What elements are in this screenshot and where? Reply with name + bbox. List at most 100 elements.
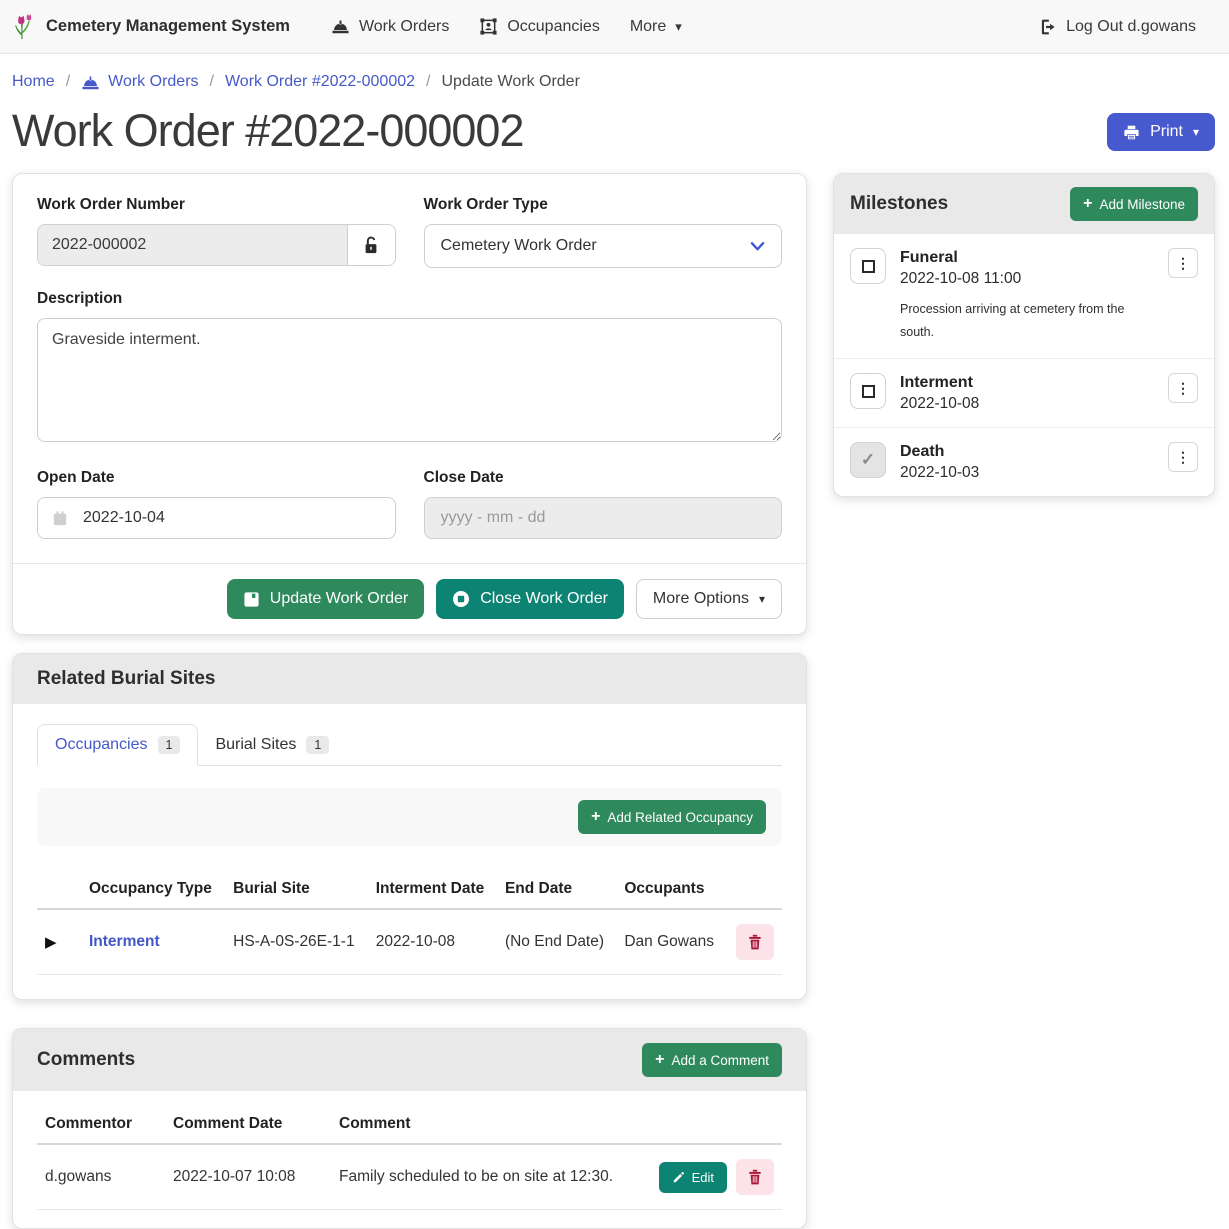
update-work-order-label: Update Work Order bbox=[269, 590, 409, 607]
kebab-icon: ⋮ bbox=[1176, 254, 1190, 271]
comments-table: Commentor Comment Date Comment d.gowans … bbox=[37, 1105, 782, 1210]
milestones-title: Milestones bbox=[850, 193, 949, 214]
milestone-menu-button[interactable]: ⋮ bbox=[1168, 442, 1198, 473]
milestone-date: 2022-10-08 11:00 bbox=[900, 270, 1022, 287]
col-occupants: Occupants bbox=[616, 870, 726, 910]
milestone-menu-button[interactable]: ⋮ bbox=[1168, 248, 1198, 278]
nav-work-orders[interactable]: Work Orders bbox=[331, 18, 449, 36]
work-order-number-group bbox=[37, 224, 396, 266]
col-comment-date: Comment Date bbox=[165, 1105, 331, 1145]
expand-row-icon[interactable]: ▶ bbox=[45, 933, 57, 951]
milestone-checkbox[interactable] bbox=[850, 373, 886, 410]
nav-more-label: More bbox=[629, 17, 667, 35]
occupancy-type-link[interactable]: Interment bbox=[89, 933, 160, 950]
page-title: Work Order #2022-000002 bbox=[12, 105, 524, 156]
tab-occupancies-count: 1 bbox=[157, 736, 181, 754]
print-label: Print bbox=[1150, 123, 1183, 140]
milestone-name: Funeral bbox=[900, 249, 958, 266]
logout-button[interactable]: Log Out d.gowans bbox=[1039, 18, 1196, 36]
update-work-order-button[interactable]: Update Work Order bbox=[226, 579, 425, 619]
plus-icon: + bbox=[655, 1051, 665, 1068]
more-options-button[interactable]: More Options ▾ bbox=[635, 579, 782, 619]
number-label: Work Order Number bbox=[37, 196, 185, 213]
tab-burial-sites-label: Burial Sites bbox=[215, 735, 297, 753]
chevron-down-icon: ▾ bbox=[675, 18, 682, 34]
nav-occupancies[interactable]: Occupancies bbox=[479, 17, 600, 36]
col-comment: Comment bbox=[331, 1105, 650, 1145]
hard-hat-icon bbox=[331, 18, 350, 35]
app-brand[interactable]: Cemetery Management System bbox=[12, 13, 290, 41]
open-date-label: Open Date bbox=[37, 469, 115, 486]
lock-open-icon bbox=[346, 225, 395, 265]
nav-more[interactable]: More ▾ bbox=[630, 18, 682, 36]
nav-work-orders-label: Work Orders bbox=[358, 17, 450, 35]
add-comment-button[interactable]: + Add a Comment bbox=[642, 1043, 782, 1077]
comment-row: d.gowans 2022-10-07 10:08 Family schedul… bbox=[37, 1144, 782, 1210]
add-milestone-button[interactable]: + Add Milestone bbox=[1070, 187, 1198, 221]
work-order-type-select[interactable]: Cemetery Work Order bbox=[423, 224, 782, 268]
trash-icon bbox=[748, 934, 762, 950]
interment-date-value: 2022-10-08 bbox=[367, 909, 497, 975]
check-icon: ✓ bbox=[860, 450, 876, 470]
more-options-label: More Options bbox=[652, 590, 749, 607]
app-brand-label: Cemetery Management System bbox=[46, 17, 290, 35]
col-occupancy-type: Occupancy Type bbox=[81, 870, 226, 910]
related-burial-sites-card: Related Burial Sites Occupancies 1 Buria… bbox=[12, 653, 807, 1000]
milestone-name: Death bbox=[900, 443, 945, 461]
milestone-checkbox-checked[interactable]: ✓ bbox=[850, 442, 886, 479]
occupancies-toolbar: + Add Related Occupancy bbox=[37, 788, 782, 846]
comment-date-value: 2022-10-07 10:08 bbox=[165, 1144, 331, 1210]
work-order-form-card: Work Order Number bbox=[12, 173, 807, 635]
edit-comment-button[interactable]: Edit bbox=[658, 1161, 727, 1193]
tulip-logo-icon bbox=[12, 13, 36, 41]
breadcrumb-work-orders[interactable]: Work Orders bbox=[81, 73, 199, 91]
description-label: Description bbox=[37, 290, 123, 307]
occupants-value: Dan Gowans bbox=[616, 909, 726, 975]
breadcrumb: Home / Work Orders / Work Order #2022-00… bbox=[0, 54, 1229, 103]
stop-circle-icon bbox=[452, 590, 470, 608]
save-icon bbox=[243, 591, 260, 608]
breadcrumb-work-order-number[interactable]: Work Order #2022-000002 bbox=[224, 73, 416, 90]
close-date-input[interactable] bbox=[438, 508, 767, 528]
add-comment-label: Add a Comment bbox=[671, 1052, 769, 1068]
add-related-occupancy-button[interactable]: + Add Related Occupancy bbox=[578, 800, 766, 834]
milestone-menu-button[interactable]: ⋮ bbox=[1168, 373, 1198, 404]
milestone-name: Interment bbox=[900, 374, 973, 392]
col-end-date: End Date bbox=[496, 870, 617, 910]
col-commentor: Commentor bbox=[37, 1105, 165, 1145]
end-date-value: (No End Date) bbox=[496, 909, 617, 975]
open-date-field bbox=[37, 497, 396, 539]
logout-label: Log Out d.gowans bbox=[1066, 17, 1196, 35]
occupancies-table: Occupancy Type Burial Site Interment Dat… bbox=[37, 870, 782, 975]
delete-occupancy-button[interactable] bbox=[736, 924, 774, 960]
logout-icon bbox=[1039, 18, 1057, 36]
top-navbar: Cemetery Management System Work Orders bbox=[0, 0, 1229, 54]
tab-occupancies[interactable]: Occupancies 1 bbox=[37, 724, 199, 766]
breadcrumb-separator: / bbox=[426, 73, 431, 90]
breadcrumb-separator: / bbox=[65, 73, 71, 90]
work-order-number-input[interactable] bbox=[38, 225, 347, 265]
milestones-card: Milestones + Add Milestone Funeral 2022-… bbox=[833, 173, 1215, 498]
col-burial-site: Burial Site bbox=[225, 870, 368, 910]
breadcrumb-separator: / bbox=[209, 73, 214, 90]
kebab-icon: ⋮ bbox=[1176, 448, 1190, 465]
milestone-item: Interment 2022-10-08 ⋮ bbox=[834, 358, 1214, 427]
print-button[interactable]: Print ▾ bbox=[1107, 113, 1215, 151]
printer-icon bbox=[1123, 124, 1140, 141]
col-interment-date: Interment Date bbox=[367, 870, 497, 910]
close-work-order-label: Close Work Order bbox=[480, 590, 608, 607]
checkbox-empty-icon bbox=[861, 384, 875, 398]
milestone-checkbox[interactable] bbox=[850, 248, 886, 284]
tab-burial-sites[interactable]: Burial Sites 1 bbox=[198, 724, 346, 765]
delete-comment-button[interactable] bbox=[736, 1159, 774, 1195]
close-date-label: Close Date bbox=[423, 469, 504, 486]
comments-card: Comments + Add a Comment Commentor Comme… bbox=[12, 1028, 807, 1229]
hard-hat-icon bbox=[81, 74, 100, 91]
breadcrumb-home[interactable]: Home bbox=[12, 73, 55, 90]
breadcrumb-current: Update Work Order bbox=[441, 73, 580, 90]
description-textarea[interactable]: Graveside interment. bbox=[37, 318, 782, 442]
milestone-date: 2022-10-08 bbox=[900, 395, 980, 413]
open-date-input[interactable] bbox=[81, 508, 381, 528]
close-work-order-button[interactable]: Close Work Order bbox=[436, 579, 624, 619]
kebab-icon: ⋮ bbox=[1176, 379, 1190, 396]
